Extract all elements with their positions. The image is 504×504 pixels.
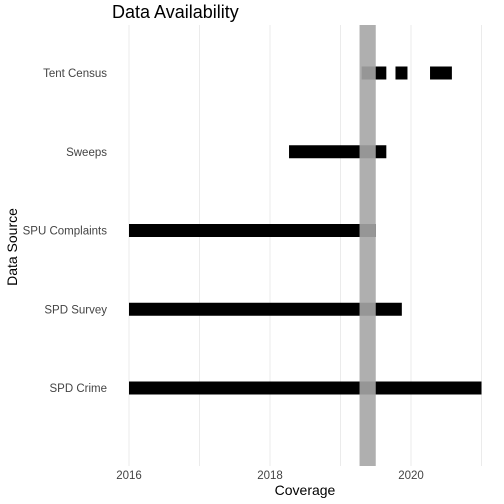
grid-layer [128,25,482,466]
y-tick-label-spd-crime: SPD Crime [49,383,107,395]
highlight-band-layer [359,25,376,466]
bar-tent-census-1 [395,66,408,80]
highlight-band [359,25,376,466]
y-tick-label-tent-census: Tent Census [43,68,107,80]
y-tick-label-spd-survey: SPD Survey [44,304,107,316]
bar-tent-census-2 [430,66,452,80]
bars-layer [129,66,482,395]
x-axis-title: Coverage [275,482,336,498]
x-tick-labels: 2016 2018 2020 [116,470,424,482]
x-tick-label-2020: 2020 [398,470,424,482]
y-tick-label-spu-complaints: SPU Complaints [23,226,108,238]
chart-title: Data Availability [112,2,239,22]
y-tick-labels: Tent Census Sweeps SPU Complaints SPD Surve… [23,68,108,395]
y-tick-label-sweeps: Sweeps [66,147,107,159]
bar-spu-complaints-4 [129,224,376,237]
x-tick-label-2018: 2018 [257,470,283,482]
bar-spd-survey-5 [129,302,402,316]
y-axis-title: Data Source [4,208,20,286]
bar-spd-crime-6 [129,381,482,395]
x-tick-label-2016: 2016 [116,470,142,482]
